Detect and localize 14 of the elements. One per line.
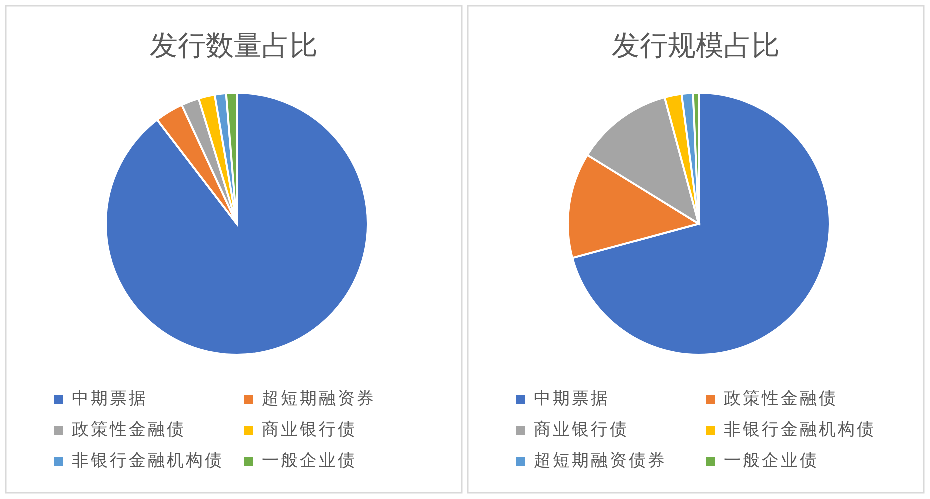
legend-label: 政策性金融债	[72, 420, 186, 440]
chart-title: 发行规模占比	[612, 29, 780, 62]
legend-label: 商业银行债	[262, 420, 357, 440]
legend-label: 商业银行债	[534, 420, 629, 440]
legend-label: 中期票据	[534, 389, 610, 409]
legend-label: 一般企业债	[262, 451, 357, 471]
legend-label: 超短期融资债券	[534, 451, 667, 471]
legend-label: 非银行金融机构债	[724, 420, 876, 440]
chart-title: 发行数量占比	[150, 29, 318, 62]
legend-label: 超短期融资券	[262, 389, 376, 409]
legend-label: 中期票据	[72, 389, 148, 409]
legend-label: 非银行金融机构债	[72, 451, 224, 471]
legend-label: 政策性金融债	[724, 389, 838, 409]
legend-label: 一般企业债	[724, 451, 819, 471]
